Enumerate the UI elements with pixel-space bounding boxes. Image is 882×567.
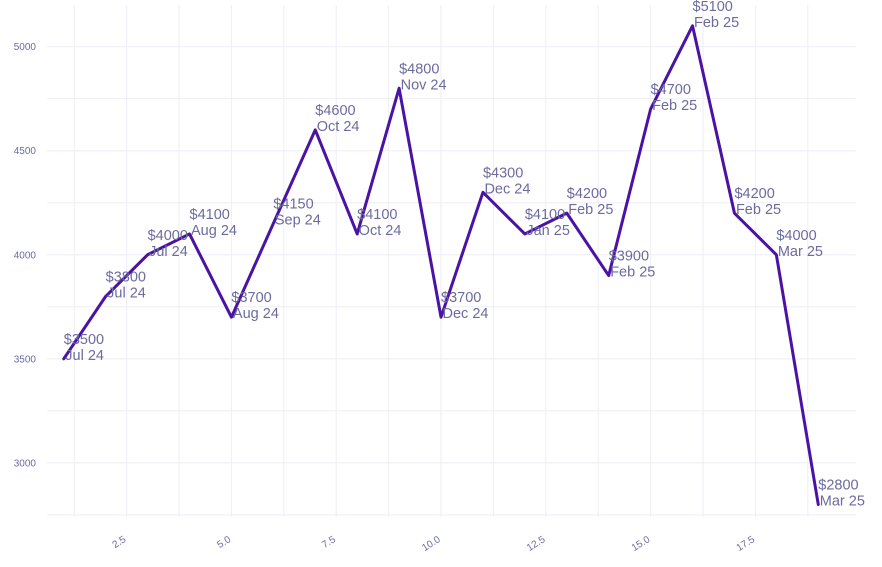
month-label: Aug 24 (191, 223, 237, 239)
month-label: Feb 25 (694, 15, 739, 31)
month-label: Feb 25 (652, 98, 697, 114)
price-label: $4100 (357, 207, 397, 223)
price-label: $4100 (525, 207, 565, 223)
month-label: Feb 25 (610, 265, 655, 281)
y-tick-label: 3500 (14, 354, 37, 365)
price-label: $4000 (776, 228, 816, 244)
month-label: Feb 25 (568, 202, 613, 218)
y-tick-label: 4500 (14, 146, 37, 157)
month-label: Mar 25 (820, 494, 865, 510)
x-tick-label: 2.5 (111, 534, 129, 551)
price-label: $4300 (483, 165, 523, 181)
month-label: Jan 25 (526, 223, 570, 239)
grid (47, 5, 856, 517)
y-tick-label: 4000 (14, 250, 37, 261)
month-label: Jul 24 (107, 285, 146, 301)
series-line-price (62, 24, 820, 507)
x-tick-label: 17.5 (735, 534, 758, 554)
x-tick-label: 7.5 (320, 534, 338, 551)
y-tick-label: 3000 (14, 458, 37, 469)
price-label: $3700 (441, 290, 481, 306)
price-label: $4700 (651, 82, 691, 98)
x-tick-label: 15.0 (630, 534, 653, 554)
price-label: $4100 (190, 207, 230, 223)
month-label: Mar 25 (778, 244, 823, 260)
month-label: Feb 25 (736, 202, 781, 218)
month-label: Oct 24 (359, 223, 402, 239)
price-label: $4200 (734, 186, 774, 202)
price-label: $3700 (231, 290, 271, 306)
price-label: $5100 (693, 0, 733, 15)
month-label: Jul 24 (149, 244, 188, 260)
price-label: $3900 (609, 249, 649, 265)
price-label: $4800 (399, 61, 439, 77)
month-label: Jul 24 (65, 348, 104, 364)
month-label: Dec 24 (484, 181, 530, 197)
y-axis: 3000 3500 4000 4500 5000 (14, 42, 37, 469)
price-label: $4200 (567, 186, 607, 202)
series (62, 24, 820, 507)
price-label: $4600 (315, 103, 355, 119)
price-label: $2800 (818, 478, 858, 494)
price-label: $4150 (273, 197, 313, 213)
x-tick-label: 5.0 (215, 534, 233, 551)
month-label: Nov 24 (401, 77, 447, 93)
price-label: $3500 (64, 332, 104, 348)
x-axis: 2.5 5.0 7.5 10.0 12.5 15.0 17.5 (111, 534, 758, 554)
month-label: Sep 24 (275, 213, 321, 229)
price-label: $4000 (148, 228, 188, 244)
month-label: Oct 24 (317, 119, 360, 135)
x-tick-label: 10.0 (420, 534, 443, 554)
y-tick-label: 5000 (14, 42, 37, 53)
month-label: Dec 24 (443, 306, 489, 322)
x-tick-label: 12.5 (525, 534, 548, 554)
month-label: Aug 24 (233, 306, 279, 322)
price-label: $3800 (106, 269, 146, 285)
